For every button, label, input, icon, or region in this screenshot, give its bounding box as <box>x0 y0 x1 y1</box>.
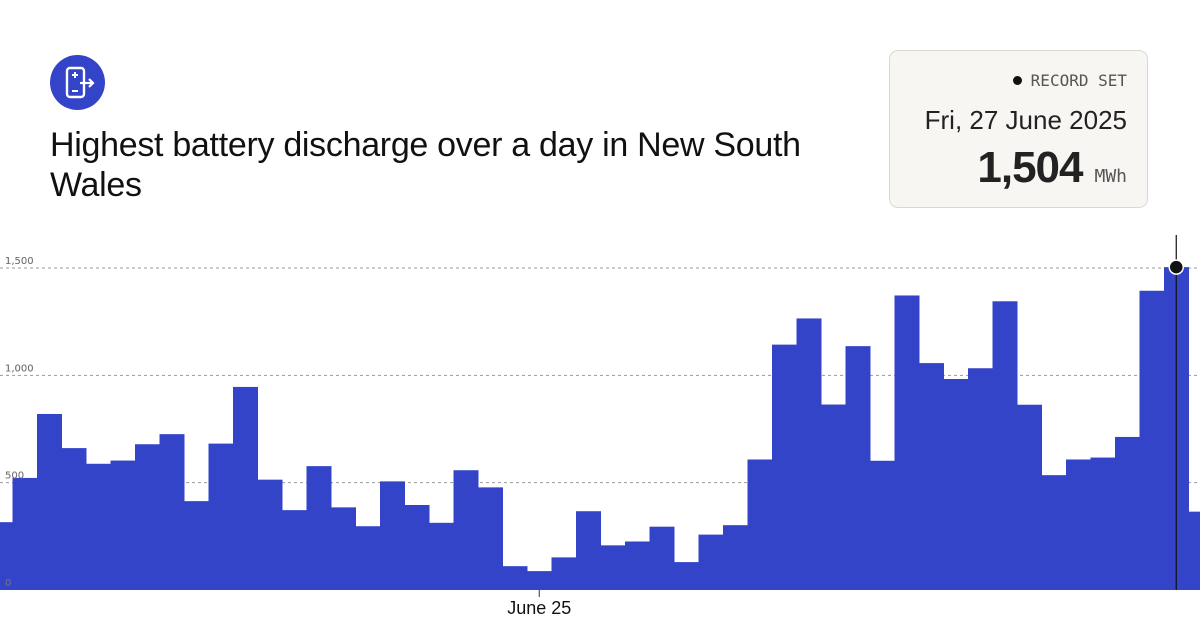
bar <box>306 466 332 590</box>
bar <box>674 562 699 590</box>
bar <box>943 378 969 590</box>
bar <box>772 344 797 590</box>
bar <box>1066 459 1091 590</box>
y-tick-label-overlay: 1,500 <box>5 256 34 267</box>
bar <box>1115 436 1140 590</box>
bar <box>282 510 307 590</box>
record-value-row: 1,504 MWh <box>977 143 1127 193</box>
bar <box>845 346 871 590</box>
record-unit: MWh <box>1094 166 1127 187</box>
record-badge: RECORD SET <box>1012 71 1127 90</box>
y-tick-label-overlay: 1,000 <box>5 363 34 374</box>
bar <box>453 470 479 590</box>
bar <box>698 534 724 590</box>
bar <box>527 571 552 590</box>
bar <box>1017 404 1042 590</box>
bar <box>86 463 111 590</box>
record-value: 1,504 <box>977 143 1083 192</box>
bar <box>796 318 822 590</box>
bar <box>723 525 748 590</box>
bar <box>600 545 626 590</box>
bar <box>331 507 356 590</box>
bar <box>1188 511 1200 590</box>
bar <box>1139 290 1165 590</box>
bar <box>649 526 675 590</box>
bar <box>894 295 920 590</box>
bar <box>429 522 454 590</box>
highlight-point <box>1168 259 1184 275</box>
bar <box>821 404 846 590</box>
bar <box>919 363 944 590</box>
battery-discharge-icon <box>65 66 95 99</box>
bar <box>625 541 650 590</box>
logo <box>50 55 105 110</box>
bar <box>502 566 528 590</box>
bar <box>404 504 430 590</box>
bar <box>968 368 993 590</box>
bar <box>551 557 577 590</box>
bar <box>870 460 895 590</box>
bar <box>257 479 283 590</box>
bar <box>380 481 405 590</box>
bar <box>61 448 87 590</box>
bar <box>992 301 1018 590</box>
record-card: RECORD SET Fri, 27 June 2025 1,504 MWh <box>889 50 1148 208</box>
y-tick-label-overlay: 0 <box>5 578 11 589</box>
y-tick-label: 500 <box>5 471 24 482</box>
bar <box>233 386 258 590</box>
bar <box>1090 457 1116 590</box>
y-tick-label-overlay: 500 <box>5 471 24 482</box>
record-dot-icon <box>1012 76 1022 85</box>
bar <box>355 526 381 590</box>
bar <box>478 487 503 590</box>
bar <box>1041 475 1067 590</box>
y-tick-label: 1,000 <box>5 363 34 374</box>
bar <box>576 511 601 590</box>
y-tick-label: 1,500 <box>5 256 34 267</box>
page-title: Highest battery discharge over a day in … <box>50 126 801 204</box>
bar <box>184 501 209 590</box>
bar <box>0 522 13 590</box>
x-tick-label: June 25 <box>507 598 571 618</box>
bar <box>208 443 234 590</box>
bar <box>159 434 185 590</box>
bar <box>37 413 62 590</box>
bar <box>135 444 160 590</box>
bar <box>110 460 136 590</box>
bar <box>12 477 38 590</box>
bar <box>747 459 773 590</box>
record-date: Fri, 27 June 2025 <box>924 105 1127 135</box>
record-badge-label: RECORD SET <box>1030 71 1127 90</box>
